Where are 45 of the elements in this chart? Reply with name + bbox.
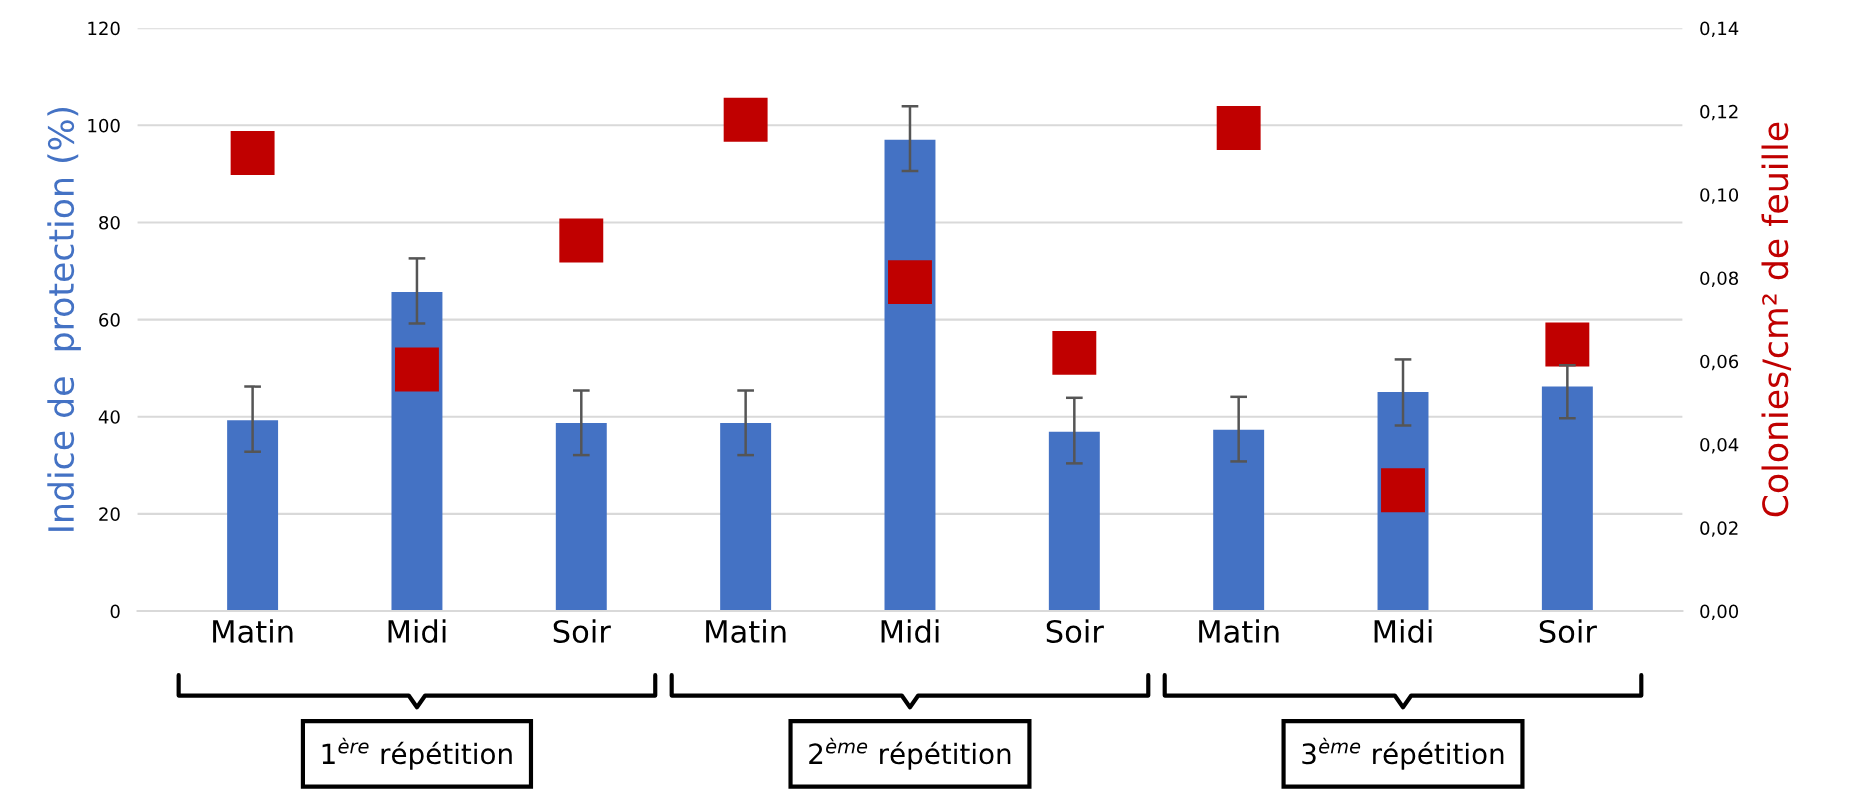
text: 2$^{ème}$ répétition xyxy=(809,737,1011,770)
y2-tick-label: 0,04 xyxy=(1700,437,1739,454)
y-tick-label: 20 xyxy=(99,507,120,522)
x-tick-label: Matin xyxy=(706,619,786,644)
bar xyxy=(227,420,279,612)
text: 3$^{ème}$ répétition xyxy=(1302,737,1504,770)
point xyxy=(230,131,275,176)
y2-tick-label: 0,12 xyxy=(1700,104,1738,121)
point xyxy=(888,260,932,305)
bar xyxy=(720,423,772,612)
y2-tick-label: 0,06 xyxy=(1700,354,1739,371)
x-tick-label: Matin xyxy=(213,619,293,644)
y-tick-label: 120 xyxy=(88,21,120,36)
y-tick-label: 60 xyxy=(99,313,120,327)
bar xyxy=(1213,429,1265,612)
y-tick-label: 100 xyxy=(88,118,120,133)
y-axis-title: Indice de protection (%) xyxy=(47,107,81,531)
y2-tick-label: 0,02 xyxy=(1700,521,1738,537)
point xyxy=(723,97,768,142)
bar xyxy=(1541,386,1593,612)
point xyxy=(559,218,604,263)
x-tick-label: Soir xyxy=(553,619,611,644)
bar xyxy=(1048,431,1100,612)
y-tick-label: 40 xyxy=(98,410,120,424)
y2-tick-label: 0,14 xyxy=(1700,21,1739,38)
x-tick-label: Midi xyxy=(388,619,446,644)
point xyxy=(1381,468,1425,513)
x-tick-label: Matin xyxy=(1199,619,1279,644)
bar xyxy=(555,423,607,612)
y2-axis-title: Colonies/cm² de feuille xyxy=(1761,122,1792,517)
x-tick-label: Soir xyxy=(1539,619,1597,644)
point xyxy=(394,347,439,392)
point xyxy=(1545,322,1590,367)
x-tick-label: Midi xyxy=(1374,619,1432,644)
y2-tick-label: 0,00 xyxy=(1700,604,1739,620)
y-tick-label: 0 xyxy=(110,604,120,619)
point xyxy=(1052,330,1097,375)
bar xyxy=(884,139,936,612)
x-tick-label: Soir xyxy=(1046,619,1104,644)
text: 1$^{ère}$ répétition xyxy=(322,737,512,770)
y2-tick-label: 0,10 xyxy=(1700,188,1739,204)
point xyxy=(1216,106,1261,151)
x-tick-label: Midi xyxy=(881,619,939,644)
y2-tick-label: 0,08 xyxy=(1700,271,1739,287)
y-tick-label: 80 xyxy=(99,215,120,230)
